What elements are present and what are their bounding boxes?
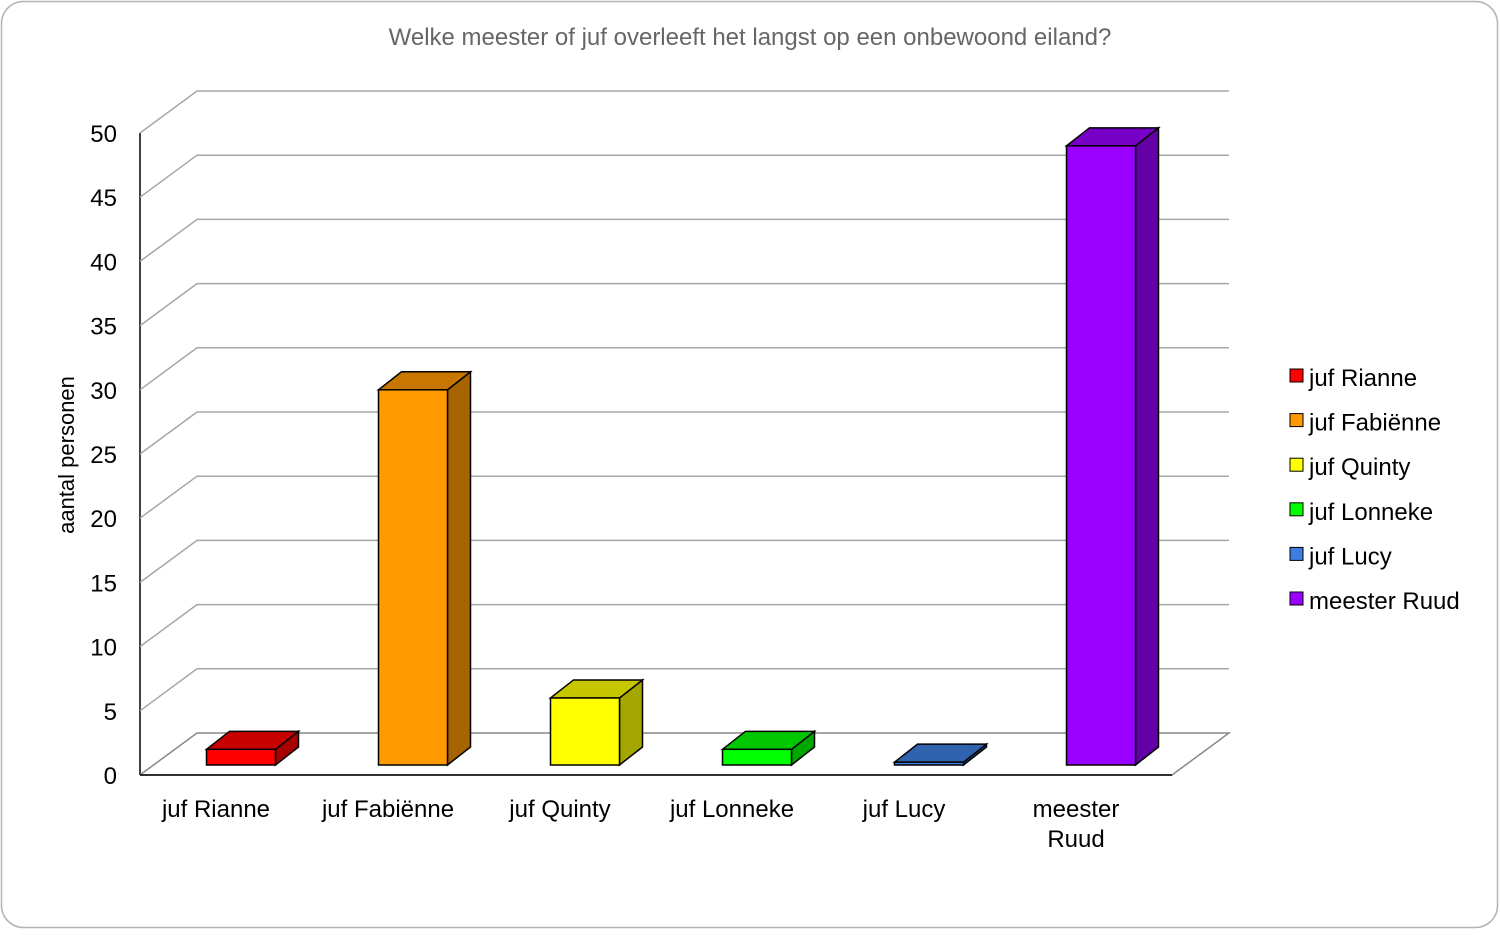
bar-side: [1134, 126, 1160, 767]
legend: juf Rianne juf Fabiënne juf Quinty juf Lonn…: [1289, 365, 1460, 615]
x-tick-label: juf Rianne: [161, 796, 270, 823]
legend-swatch: [1289, 502, 1304, 517]
bar-3: [720, 729, 817, 767]
gridline: [139, 475, 1229, 519]
x-tick-label: juf Quinty: [508, 796, 610, 823]
x-tick-label: juf Lucy: [862, 796, 946, 823]
bar-front: [549, 697, 621, 766]
chart-title: Welke meester of juf overleeft het langs…: [389, 24, 1112, 51]
y-tick-label: 35: [90, 314, 117, 341]
x-tick-label: juf Lonneke: [669, 796, 794, 823]
y-tick-label: 25: [90, 442, 117, 469]
bars: [204, 126, 1161, 767]
legend-swatch: [1289, 368, 1304, 383]
y-tick-label: 5: [104, 699, 117, 726]
y-tick-label: 45: [90, 185, 117, 212]
legend-swatch: [1289, 591, 1304, 606]
gridlines: [139, 90, 1229, 712]
legend-swatch: [1289, 413, 1304, 428]
legend-swatch: [1289, 546, 1304, 561]
y-axis-label: aantal personen: [54, 376, 79, 534]
y-tick-label: 40: [90, 249, 117, 276]
legend-label: juf Lonneke: [1308, 499, 1433, 526]
y-axis-ticks: 0 5 10 15 20 25 30 35 40 45 50: [90, 121, 117, 790]
legend-label: juf Rianne: [1308, 365, 1417, 392]
gridline: [139, 154, 1229, 198]
gridline: [139, 411, 1229, 455]
legend-label: meester Ruud: [1309, 588, 1460, 615]
legend-label: juf Fabiënne: [1308, 410, 1441, 437]
y-tick-label: 30: [90, 378, 117, 405]
x-tick-label: juf Fabiënne: [321, 796, 454, 823]
legend-label: juf Lucy: [1308, 543, 1392, 570]
bar-0: [204, 729, 301, 767]
gridline: [139, 603, 1229, 648]
y-tick-label: 50: [90, 121, 117, 148]
bar-5: [1064, 126, 1161, 767]
y-tick-label: 15: [90, 570, 117, 597]
y-tick-label: 20: [90, 506, 117, 533]
bar-front: [893, 761, 965, 766]
y-tick-label: 10: [90, 635, 117, 662]
gridline: [139, 539, 1229, 584]
bar-4: [892, 742, 989, 767]
bar-2: [548, 678, 645, 767]
bar-1: [376, 370, 473, 767]
x-tick-label: meester: [1033, 796, 1120, 823]
legend-label: juf Quinty: [1308, 454, 1410, 481]
gridline: [139, 668, 1229, 712]
x-axis-labels: juf Rianne juf Fabiënne juf Quinty juf Lonn…: [161, 796, 1119, 853]
gridline: [139, 218, 1229, 263]
bar-front: [721, 748, 793, 766]
gridline: [139, 282, 1229, 327]
bar-front: [205, 748, 277, 766]
gridline: [139, 347, 1229, 391]
bar-front: [1065, 145, 1137, 766]
bar-side: [446, 370, 472, 767]
gridline: [139, 90, 1229, 134]
x-tick-label: Ruud: [1047, 826, 1104, 853]
legend-swatch: [1289, 457, 1304, 472]
bar-front: [377, 389, 449, 766]
y-tick-label: 0: [104, 763, 117, 790]
